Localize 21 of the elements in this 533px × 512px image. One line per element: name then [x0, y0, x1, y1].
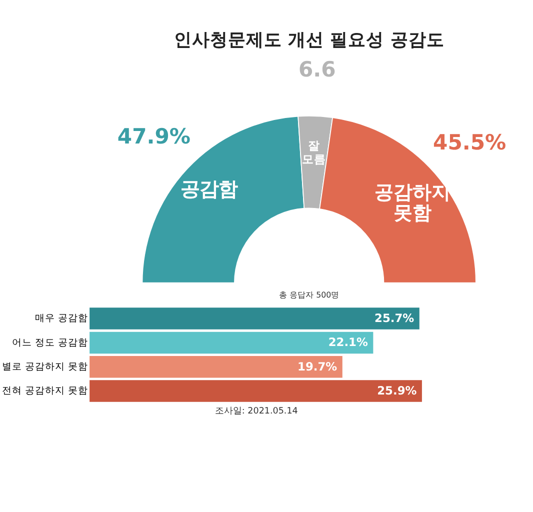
bar — [90, 380, 422, 402]
slice-label: 공감함 — [180, 177, 238, 200]
slice-label: 잘 모름 — [302, 138, 326, 166]
y-tick-label: 별로 공감하지 못함 — [2, 361, 88, 372]
text: 조사일: 2021.05.14 — [214, 406, 298, 417]
slice-label: 공감하지 못함 — [374, 181, 450, 224]
bar — [90, 356, 342, 378]
data-label: 22.1% — [328, 335, 368, 350]
data-label: 6.6 — [298, 56, 336, 82]
bar — [90, 308, 420, 330]
y-tick-label: 매우 공감함 — [35, 313, 88, 324]
chart-title: 인사청문제도 개선 필요성 공감도 — [174, 30, 444, 51]
text: 총 응답자 500명 — [279, 290, 340, 300]
data-label: 25.7% — [374, 311, 415, 326]
y-tick-label: 전혀 공감하지 못함 — [2, 386, 88, 397]
data-label: 45.5% — [433, 130, 506, 155]
data-label: 25.9% — [377, 384, 418, 398]
data-label: 19.7% — [298, 359, 338, 374]
data-label: 47.9% — [117, 124, 190, 149]
y-tick-label: 어느 정도 공감함 — [12, 337, 88, 348]
bar — [90, 332, 374, 354]
